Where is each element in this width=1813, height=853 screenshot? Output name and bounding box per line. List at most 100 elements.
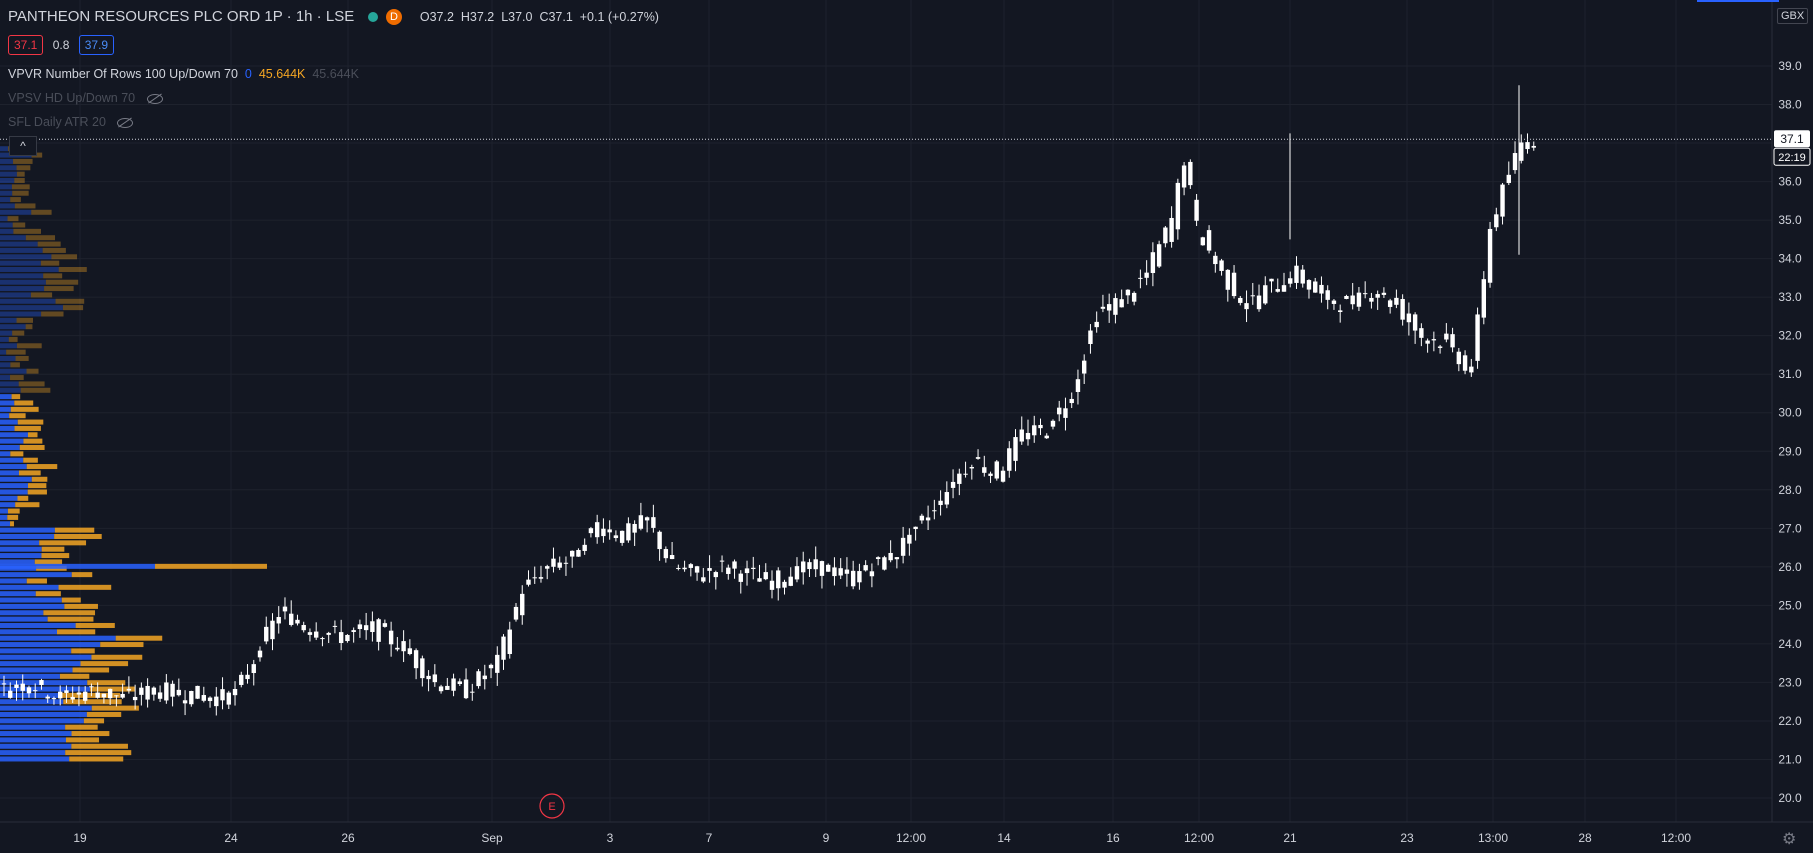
volume-up-bar xyxy=(0,311,42,317)
candle-body xyxy=(551,558,556,567)
volume-down-bar xyxy=(9,413,26,419)
candle-body xyxy=(513,606,519,620)
candle-body xyxy=(1100,306,1106,309)
candle-body xyxy=(326,632,331,635)
volume-up-bar xyxy=(0,622,76,628)
volume-down-bar xyxy=(12,330,25,336)
volume-down-bar xyxy=(115,635,163,641)
candle-body xyxy=(1481,279,1487,318)
candle-body xyxy=(426,675,431,680)
candle-body xyxy=(232,688,238,696)
buy-button[interactable]: 37.9 xyxy=(78,35,115,55)
volume-up-bar xyxy=(0,546,42,552)
volume-up-bar xyxy=(0,563,155,569)
candle-body xyxy=(95,692,100,698)
volume-down-bar xyxy=(54,527,95,533)
candle-body xyxy=(1300,269,1305,284)
candle-body xyxy=(1188,161,1193,186)
volume-down-bar xyxy=(30,292,53,298)
volume-down-bar xyxy=(43,273,63,279)
candle-body xyxy=(301,625,306,631)
candle-body xyxy=(644,517,650,521)
volume-down-bar xyxy=(65,737,100,743)
volume-down-bar xyxy=(16,343,42,349)
candle-body xyxy=(1013,437,1018,461)
bid-ask-row: 37.1 0.8 37.9 xyxy=(8,35,115,55)
candle-body xyxy=(1181,165,1187,188)
volume-down-bar xyxy=(10,375,24,381)
volume-down-bar xyxy=(16,171,25,177)
volume-down-bar xyxy=(31,476,48,482)
volume-down-bar xyxy=(91,654,143,660)
candle-body xyxy=(769,580,775,590)
candle-body xyxy=(1319,284,1324,294)
volume-down-bar xyxy=(71,572,93,578)
candle-body xyxy=(432,674,438,683)
candle-body xyxy=(357,624,363,630)
volume-up-bar xyxy=(0,394,12,400)
candle-body xyxy=(938,500,943,506)
x-tick-label: 12:00 xyxy=(896,831,926,845)
candle-body xyxy=(1275,289,1280,292)
candle-body xyxy=(957,473,962,484)
candle-body xyxy=(145,685,150,700)
candle-body xyxy=(1119,299,1124,308)
collapse-legend-button[interactable]: ^ xyxy=(9,136,37,156)
candle-body xyxy=(101,693,107,698)
close-value: C37.1 xyxy=(539,10,573,24)
volume-down-bar xyxy=(35,591,61,597)
candle-body xyxy=(782,581,787,588)
indicator-vpsv[interactable]: VPSV HD Up/Down 70 xyxy=(8,91,163,105)
candle-body xyxy=(738,573,743,582)
volume-down-bar xyxy=(65,750,132,756)
candle-body xyxy=(488,664,494,669)
volume-up-bar xyxy=(0,279,46,285)
indicator-vpvr[interactable]: VPVR Number Of Rows 100 Up/Down 70 0 45.… xyxy=(8,67,359,81)
y-tick-label: 35.0 xyxy=(1778,213,1802,227)
candle-body xyxy=(944,492,950,505)
volume-up-bar xyxy=(0,724,66,730)
data-badge[interactable]: D xyxy=(385,9,402,26)
volume-up-bar xyxy=(0,444,20,450)
candle-body xyxy=(1462,355,1468,371)
symbol-title[interactable]: PANTHEON RESOURCES PLC ORD 1P · 1h · LSE xyxy=(8,8,355,25)
candle-body xyxy=(476,671,481,687)
candle-body xyxy=(1156,244,1162,267)
candle-body xyxy=(482,675,487,680)
volume-up-bar xyxy=(0,572,72,578)
candle-body xyxy=(26,687,32,694)
candle-body xyxy=(363,625,369,631)
volume-down-bar xyxy=(8,336,18,342)
volume-down-bar xyxy=(20,387,51,393)
hidden-eye-icon[interactable] xyxy=(117,117,134,128)
candle-body xyxy=(594,522,600,538)
indicator-atr[interactable]: SFL Daily ATR 20 xyxy=(8,115,134,129)
volume-down-bar xyxy=(7,508,20,514)
candle-body xyxy=(1487,228,1493,283)
candle-body xyxy=(1213,255,1218,265)
candle-body xyxy=(601,528,606,537)
candle-body xyxy=(726,567,731,574)
candle-body xyxy=(751,567,756,569)
y-tick-label: 38.0 xyxy=(1778,98,1802,112)
sell-button[interactable]: 37.1 xyxy=(8,35,44,55)
candle-body xyxy=(900,537,906,556)
candle-body xyxy=(713,572,719,578)
volume-up-bar xyxy=(0,489,28,495)
settings-gear-icon[interactable]: ⚙ xyxy=(1782,831,1797,848)
candle-body xyxy=(120,693,125,698)
volume-down-bar xyxy=(6,349,26,355)
currency-label[interactable]: GBX xyxy=(1777,8,1809,24)
hidden-eye-icon[interactable] xyxy=(146,93,163,104)
volume-up-bar xyxy=(0,508,8,514)
candle-body xyxy=(682,567,687,570)
candle-body xyxy=(1394,297,1399,305)
x-tick-label: 13:00 xyxy=(1478,831,1508,845)
candle-body xyxy=(757,578,762,582)
candle-body xyxy=(813,559,818,570)
candle-body xyxy=(89,686,94,688)
last-price-label: 37.1 xyxy=(1780,132,1804,146)
